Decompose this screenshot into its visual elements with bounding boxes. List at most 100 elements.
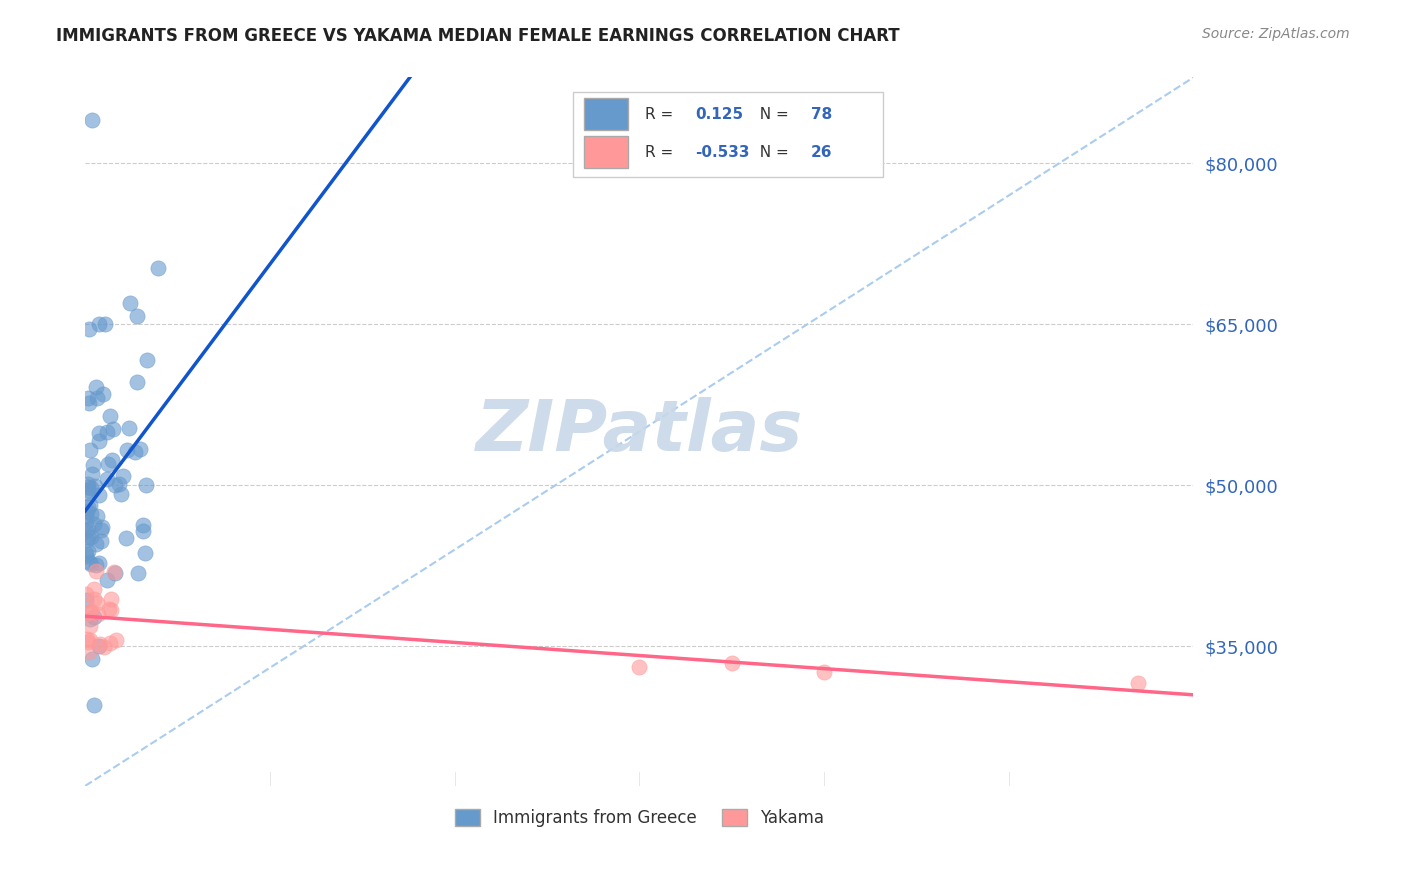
- Point: [75, 508, 97, 523]
- Point: [813, 665, 835, 679]
- Point: [84, 558, 107, 573]
- Text: 26: 26: [811, 145, 832, 160]
- Point: [79, 507, 101, 521]
- Point: [79, 442, 101, 457]
- Point: [104, 633, 127, 648]
- Point: [76, 530, 98, 544]
- FancyBboxPatch shape: [572, 92, 883, 177]
- Point: [107, 477, 129, 491]
- Point: [91, 520, 114, 534]
- Point: [87, 318, 110, 332]
- Point: [77, 476, 100, 491]
- Point: [80, 530, 103, 544]
- Point: [76, 486, 98, 500]
- Point: [75, 549, 97, 563]
- Point: [75, 587, 97, 601]
- Point: [87, 434, 110, 448]
- Point: [98, 409, 121, 424]
- Point: [93, 640, 115, 654]
- Point: [96, 472, 118, 486]
- FancyBboxPatch shape: [583, 98, 628, 130]
- Point: [77, 634, 100, 648]
- Point: [83, 698, 105, 712]
- Point: [75, 515, 97, 529]
- Point: [79, 605, 101, 619]
- Point: [87, 639, 110, 653]
- Text: ZIPatlas: ZIPatlas: [475, 397, 803, 467]
- Point: [125, 309, 148, 323]
- Point: [80, 481, 103, 495]
- Point: [135, 478, 157, 492]
- Point: [100, 592, 122, 607]
- FancyBboxPatch shape: [583, 136, 628, 168]
- Point: [79, 557, 101, 571]
- Point: [79, 498, 101, 512]
- Point: [111, 468, 134, 483]
- Point: [86, 391, 108, 405]
- Point: [148, 261, 170, 276]
- Point: [84, 380, 107, 394]
- Point: [82, 113, 104, 128]
- Point: [77, 321, 100, 335]
- Point: [103, 565, 125, 579]
- Point: [77, 395, 100, 409]
- Point: [89, 488, 111, 502]
- Point: [96, 574, 118, 588]
- Text: N =: N =: [751, 107, 794, 122]
- Point: [89, 637, 111, 651]
- Point: [118, 295, 141, 310]
- Point: [628, 659, 651, 673]
- Point: [104, 478, 127, 492]
- Point: [96, 425, 118, 440]
- Point: [100, 603, 122, 617]
- Point: [131, 524, 153, 538]
- Point: [124, 445, 146, 459]
- Point: [79, 619, 101, 633]
- Point: [110, 487, 132, 501]
- Point: [115, 531, 138, 545]
- Point: [83, 516, 105, 531]
- Point: [76, 533, 98, 548]
- Point: [76, 607, 98, 621]
- Point: [83, 582, 105, 596]
- Point: [76, 504, 98, 518]
- Point: [1126, 676, 1149, 690]
- Text: R =: R =: [645, 145, 678, 160]
- Point: [97, 601, 120, 615]
- Point: [77, 555, 100, 569]
- Point: [118, 421, 141, 435]
- Point: [720, 656, 742, 670]
- Point: [90, 524, 112, 538]
- Point: [86, 508, 108, 523]
- Point: [128, 442, 150, 457]
- Point: [100, 452, 122, 467]
- Point: [84, 479, 107, 493]
- Point: [83, 592, 105, 607]
- Point: [104, 566, 127, 580]
- Text: IMMIGRANTS FROM GREECE VS YAKAMA MEDIAN FEMALE EARNINGS CORRELATION CHART: IMMIGRANTS FROM GREECE VS YAKAMA MEDIAN …: [56, 27, 900, 45]
- Point: [101, 422, 124, 436]
- Point: [125, 375, 148, 389]
- Point: [94, 318, 117, 332]
- Point: [76, 543, 98, 558]
- Text: 78: 78: [811, 107, 832, 122]
- Point: [86, 596, 108, 610]
- Point: [82, 467, 104, 481]
- Point: [84, 537, 107, 551]
- Point: [97, 457, 120, 471]
- Point: [80, 604, 103, 618]
- Point: [75, 592, 97, 607]
- Point: [134, 547, 156, 561]
- Point: [87, 556, 110, 570]
- Point: [115, 442, 138, 457]
- Text: Source: ZipAtlas.com: Source: ZipAtlas.com: [1202, 27, 1350, 41]
- Legend: Immigrants from Greece, Yakama: Immigrants from Greece, Yakama: [449, 803, 831, 834]
- Point: [77, 392, 100, 406]
- Point: [100, 636, 122, 650]
- Point: [77, 483, 100, 497]
- Point: [76, 632, 98, 646]
- Point: [77, 480, 100, 494]
- Point: [135, 353, 157, 368]
- Point: [86, 564, 108, 578]
- Point: [79, 633, 101, 648]
